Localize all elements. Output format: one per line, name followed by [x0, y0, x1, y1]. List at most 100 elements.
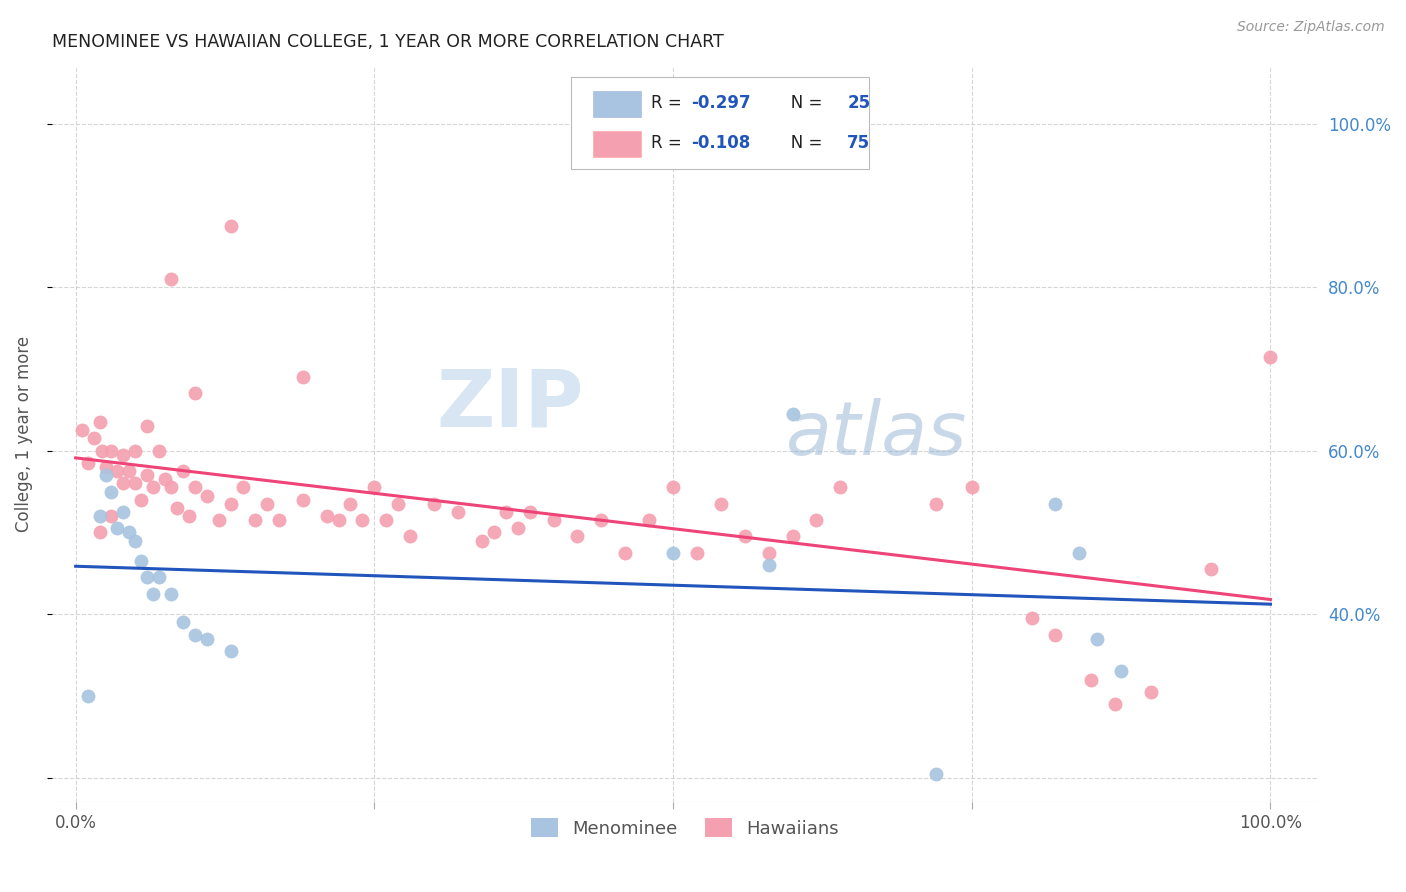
Point [160, 480, 183, 494]
Point [131, 554, 153, 568]
Point [1104, 697, 1126, 711]
Point [925, 766, 948, 780]
Point [1085, 632, 1108, 646]
Point [686, 546, 709, 560]
Point [543, 513, 565, 527]
Point [375, 513, 398, 527]
Point [89, 525, 111, 540]
Point [208, 513, 231, 527]
Point [614, 546, 637, 560]
Point [219, 497, 242, 511]
Point [155, 472, 177, 486]
Point [662, 546, 685, 560]
Point [112, 505, 135, 519]
Text: atlas: atlas [786, 398, 967, 470]
Point [172, 464, 194, 478]
Point [131, 492, 153, 507]
Legend: Menominee, Hawaiians: Menominee, Hawaiians [524, 811, 846, 845]
Text: N =: N = [775, 134, 828, 152]
Point [142, 480, 165, 494]
Point [219, 219, 242, 233]
Point [100, 509, 122, 524]
Point [960, 480, 983, 494]
Point [471, 533, 494, 548]
Point [76, 689, 98, 703]
Text: -0.108: -0.108 [692, 134, 751, 152]
FancyBboxPatch shape [592, 91, 641, 118]
Point [124, 533, 146, 548]
Point [256, 497, 278, 511]
Point [184, 386, 207, 401]
Point [925, 497, 948, 511]
Point [734, 529, 756, 543]
Point [352, 513, 374, 527]
Point [184, 480, 207, 494]
Point [70, 423, 93, 437]
Point [328, 513, 350, 527]
Point [339, 497, 361, 511]
Point [1109, 665, 1132, 679]
Point [124, 476, 146, 491]
Point [495, 505, 517, 519]
Point [148, 443, 170, 458]
Point [179, 509, 201, 524]
Point [830, 480, 852, 494]
Point [100, 484, 122, 499]
Point [662, 480, 685, 494]
Point [219, 644, 242, 658]
Point [482, 525, 505, 540]
Point [758, 546, 780, 560]
Point [112, 448, 135, 462]
Point [166, 500, 188, 515]
Point [387, 497, 409, 511]
Point [142, 587, 165, 601]
Point [184, 627, 207, 641]
Point [363, 480, 385, 494]
Y-axis label: College, 1 year or more: College, 1 year or more [15, 336, 32, 533]
Point [136, 419, 159, 434]
Text: -0.297: -0.297 [692, 95, 751, 112]
Point [90, 443, 112, 458]
Text: ZIP: ZIP [436, 366, 583, 444]
Point [1021, 611, 1043, 625]
Point [519, 505, 541, 519]
Point [94, 460, 117, 475]
Point [107, 464, 129, 478]
Text: R =: R = [651, 95, 686, 112]
Point [124, 443, 146, 458]
Point [782, 529, 804, 543]
FancyBboxPatch shape [571, 78, 869, 169]
Point [243, 513, 266, 527]
Point [291, 370, 314, 384]
Text: Source: ZipAtlas.com: Source: ZipAtlas.com [1237, 20, 1385, 34]
Point [315, 509, 337, 524]
Point [118, 464, 141, 478]
Point [782, 407, 804, 421]
Point [423, 497, 446, 511]
Point [1140, 685, 1163, 699]
Text: MENOMINEE VS HAWAIIAN COLLEGE, 1 YEAR OR MORE CORRELATION CHART: MENOMINEE VS HAWAIIAN COLLEGE, 1 YEAR OR… [52, 33, 724, 51]
Point [267, 513, 290, 527]
Point [1080, 673, 1102, 687]
Point [195, 632, 218, 646]
Point [232, 480, 254, 494]
Point [1045, 497, 1067, 511]
Text: N =: N = [775, 95, 828, 112]
Point [591, 513, 613, 527]
Point [1199, 562, 1222, 576]
Point [83, 431, 105, 445]
Point [107, 521, 129, 535]
Point [447, 505, 470, 519]
Point [1045, 627, 1067, 641]
Point [1069, 546, 1091, 560]
Point [806, 513, 828, 527]
Point [758, 558, 780, 573]
Point [710, 497, 733, 511]
Point [89, 415, 111, 429]
Point [118, 525, 141, 540]
Point [136, 468, 159, 483]
FancyBboxPatch shape [592, 130, 641, 157]
Text: R =: R = [651, 134, 686, 152]
Text: 25: 25 [848, 95, 870, 112]
Point [567, 529, 589, 543]
